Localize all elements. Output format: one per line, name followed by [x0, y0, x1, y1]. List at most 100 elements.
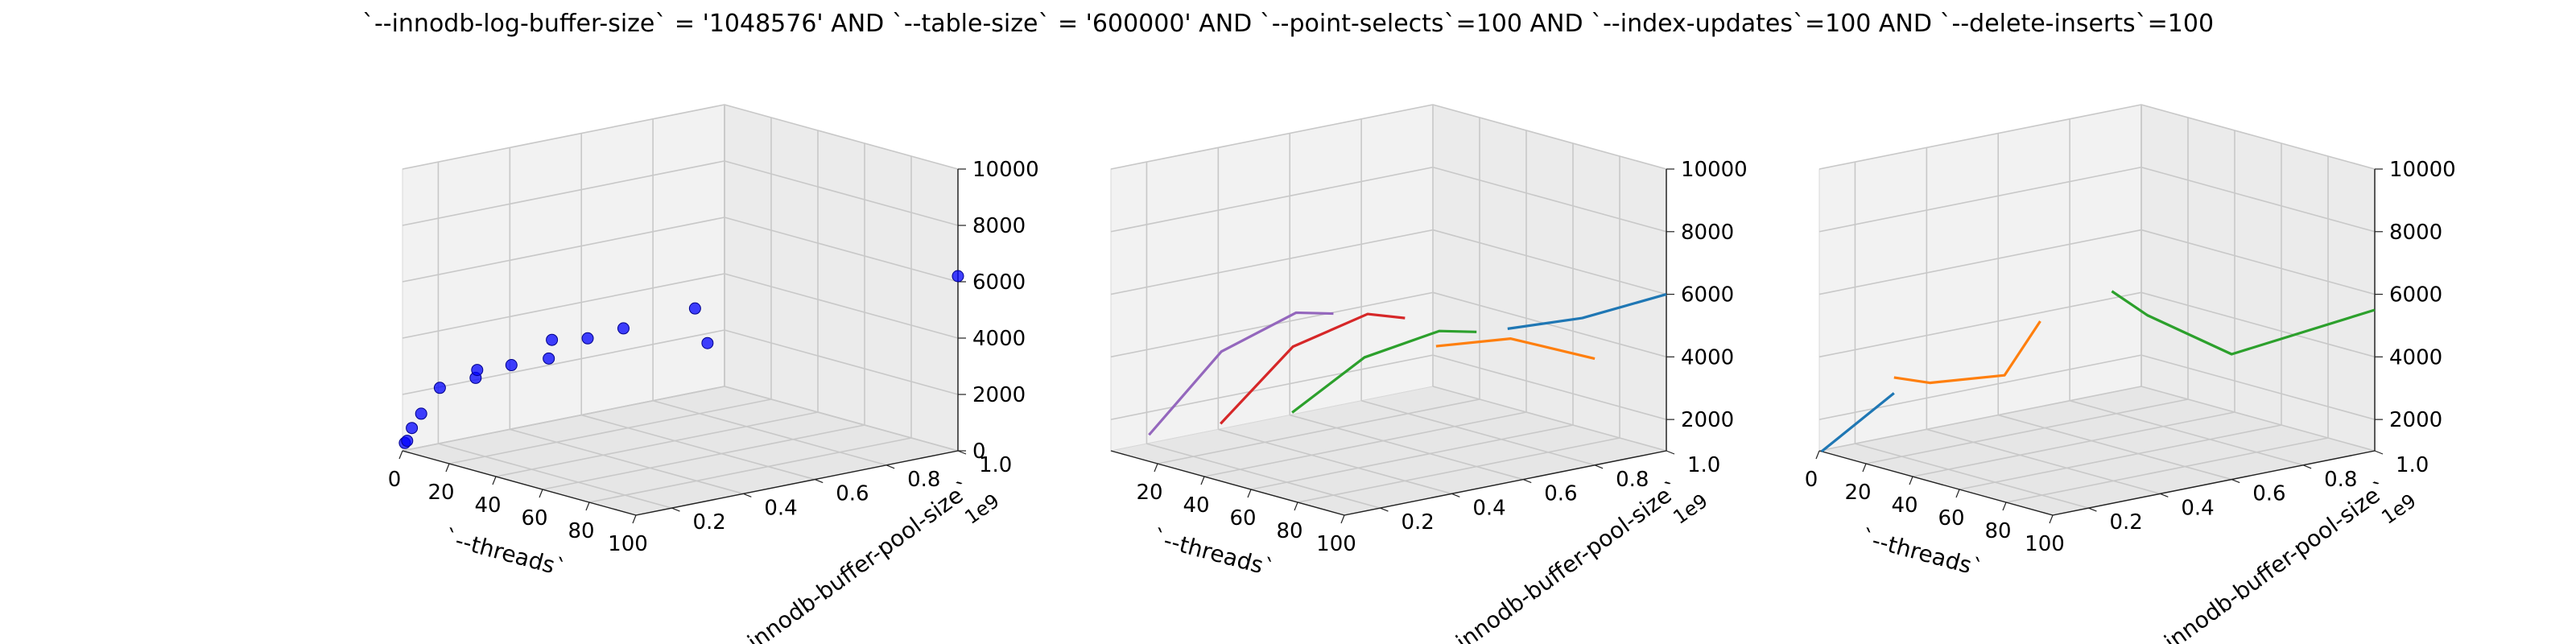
grid-line [1998, 414, 2232, 481]
y-axis-line [635, 450, 959, 516]
y-tick [2231, 478, 2240, 484]
x-tick-label: 40 [1891, 493, 1918, 518]
grid-line [1912, 411, 2235, 477]
x-tick-label: 60 [521, 506, 547, 530]
figure-title: `--innodb-log-buffer-size` = '1048576' A… [361, 10, 2215, 38]
grid-line [438, 443, 672, 509]
grid-line [1959, 424, 2282, 490]
grid-line [2140, 104, 2376, 170]
y-axis-line [1344, 450, 1667, 516]
grid-line [724, 160, 959, 226]
grid-line [1297, 437, 1620, 503]
x-axis-line [402, 450, 637, 516]
series-line-4 [1148, 311, 1334, 436]
x-tick-label: 20 [1136, 481, 1162, 505]
scatter-point [401, 435, 414, 448]
grid-line [1818, 291, 2142, 358]
x-tick-label: 20 [1844, 481, 1871, 505]
grid-line [448, 398, 772, 464]
z-tick-label: 8000 [1681, 221, 1734, 245]
x-axis-line [1110, 450, 1345, 516]
grid-line [1818, 229, 2142, 295]
series-line-2 [1291, 329, 1477, 414]
scatter-point [415, 407, 427, 420]
x-axis-label: `--threads` [1859, 524, 1986, 582]
series-line-0 [1820, 392, 1895, 453]
grid-line [1818, 166, 2142, 233]
subplot-line-b: 0 20 40 60 80 100 0.2 0.4 0.6 0.8 1.0 2000 4000 6000 8… [1723, 80, 2528, 644]
grid-line [1432, 386, 1667, 452]
x-tick [1294, 502, 1298, 511]
subplot-scatter: 0 20 40 60 80 100 0.2 0.4 0.6 0.8 1.0 0 2000 4000 6000… [306, 80, 1111, 644]
chart-svg-3: 0 20 40 60 80 100 0.2 0.4 0.6 0.8 1.0 2000 4000 6000 8… [1805, 104, 2456, 644]
grid-line [724, 386, 959, 452]
grid-line [1432, 354, 1667, 420]
grid-line [1203, 411, 1527, 477]
y-tick-label: 1.0 [1687, 453, 1720, 477]
z-tick-label: 2000 [2389, 408, 2442, 432]
y-tick [2374, 450, 2384, 455]
y-tick-label: 0.8 [2324, 468, 2357, 492]
x-tick-label: 40 [1183, 493, 1209, 518]
y-tick [743, 493, 752, 497]
grid-line [1110, 354, 1434, 420]
grid-line [1360, 400, 1596, 466]
y-tick-label: 1.0 [2396, 453, 2429, 477]
grid-line [1250, 424, 1574, 490]
x-tick-label: 100 [608, 532, 648, 556]
grid-line [2140, 291, 2376, 358]
y-tick-label: 0.4 [1472, 496, 1505, 520]
y-tick [2160, 493, 2169, 497]
grid-line [724, 217, 959, 283]
z-tick-label: 4000 [1681, 345, 1734, 369]
scatter-point [546, 333, 559, 346]
x-tick [585, 502, 590, 511]
scatter-point [433, 382, 446, 394]
x-tick-label: 60 [1938, 506, 1964, 530]
series-line-0 [1507, 293, 1667, 330]
grid-line [402, 386, 725, 452]
grid-line [724, 273, 959, 339]
y-tick [1522, 478, 1532, 484]
z-tick-label: 10000 [1681, 158, 1748, 182]
y-tick-label: 0.2 [1401, 510, 1434, 535]
x-tick [1909, 476, 1913, 485]
y-tick [2302, 464, 2312, 469]
x-tick-label: 80 [568, 519, 594, 543]
x-tick [1247, 489, 1252, 498]
grid-line [1157, 398, 1480, 464]
grid-line [588, 437, 912, 503]
grid-line [402, 273, 725, 339]
y-tick-label: 0.6 [2252, 482, 2285, 506]
grid-line [1110, 166, 1434, 233]
grid-line [1110, 229, 1434, 295]
y-tick [1594, 464, 1604, 469]
scatter-point [543, 352, 555, 365]
z-tick-label: 6000 [2389, 283, 2442, 308]
series-line-2 [2111, 290, 2376, 356]
x-tick [398, 450, 403, 460]
x-tick-label: 20 [427, 481, 454, 505]
scatter-point [701, 336, 714, 349]
z-tick-label: 10000 [972, 158, 1039, 182]
grid-line [1865, 398, 2189, 464]
x-tick [2002, 502, 2007, 511]
x-tick [1862, 463, 1867, 473]
x-axis-label: `--threads` [442, 524, 569, 582]
grid-line [402, 104, 725, 170]
scatter-point [952, 270, 964, 283]
grid-line [495, 411, 819, 477]
chart-svg-1: 0204060801000.20.40.60.81.00200040006000… [388, 104, 1039, 644]
grid-line [2069, 400, 2304, 466]
y-tick [1380, 507, 1389, 512]
x-tick [1815, 450, 1820, 460]
x-tick-label: 40 [474, 493, 501, 518]
grid-line [1110, 104, 1434, 170]
x-tick [2049, 514, 2054, 524]
z-tick-label: 8000 [972, 214, 1026, 238]
x-tick-label: 80 [1984, 519, 2011, 543]
grid-line [581, 414, 815, 481]
subplot-line-a: 20 40 60 80 100 0.2 0.4 0.6 0.8 1.0 2000 4000 6000 80… [1014, 80, 1819, 644]
x-tick [1200, 476, 1205, 485]
z-tick-label: 4000 [972, 327, 1026, 351]
